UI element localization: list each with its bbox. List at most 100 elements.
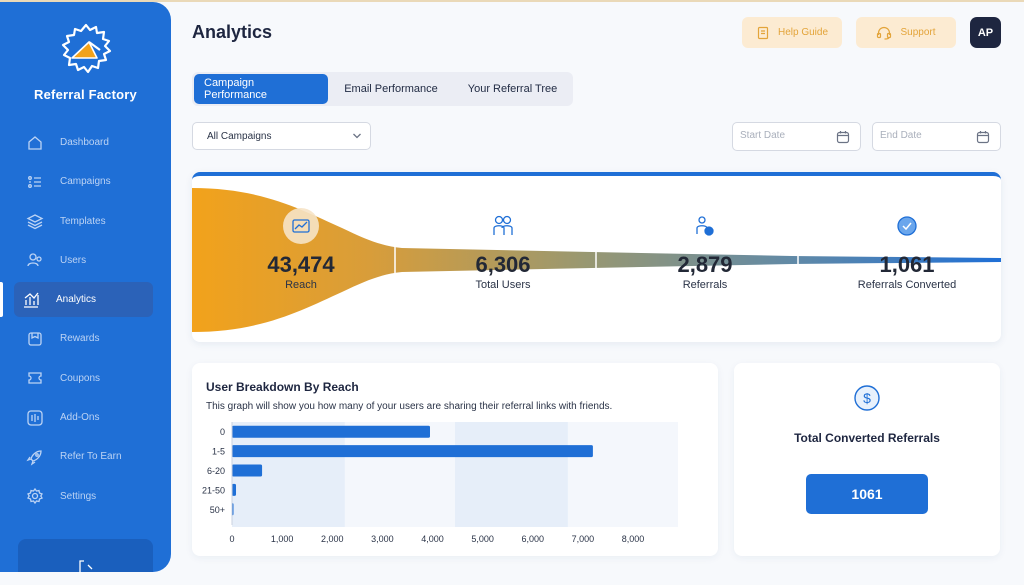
x-tick-label: 0	[229, 534, 234, 544]
users-icon	[489, 212, 517, 240]
tab-campaign-performance[interactable]: Campaign Performance	[194, 74, 328, 104]
start-date-input[interactable]	[740, 130, 830, 141]
logo-icon	[61, 23, 111, 74]
end-date-field[interactable]	[872, 122, 1001, 151]
tab-referral-tree[interactable]: Your Referral Tree	[467, 83, 558, 95]
y-tick-label: 50+	[210, 505, 225, 515]
start-date-field[interactable]	[732, 122, 861, 151]
x-tick-label: 7,000	[572, 534, 595, 544]
addons-icon	[27, 409, 43, 426]
sidebar-item-dashboard[interactable]: Dashboard	[18, 125, 153, 160]
campaign-select-value: All Campaigns	[207, 130, 272, 142]
headset-icon	[877, 26, 892, 40]
avatar[interactable]: AP	[970, 17, 1001, 48]
breakdown-title: User Breakdown By Reach	[206, 380, 359, 394]
funnel-value: 2,879	[677, 252, 733, 277]
funnel-value: 1,061	[879, 252, 935, 277]
sidebar-item-label: Refer To Earn	[60, 451, 122, 463]
bar-6-20	[232, 464, 263, 477]
logo[interactable]: Referral Factory	[0, 22, 171, 102]
y-tick-label: 21-50	[202, 485, 225, 495]
funnel-graphic	[192, 188, 1001, 332]
sidebar-item-label: Coupons	[60, 372, 101, 384]
tab-email-performance[interactable]: Email Performance	[344, 83, 438, 95]
chart-band	[455, 422, 568, 527]
sidebar-item-addons[interactable]: Add-Ons	[18, 400, 153, 435]
campaign-select[interactable]: All Campaigns	[192, 122, 371, 150]
end-date-input[interactable]	[880, 130, 970, 141]
sidebar-item-settings[interactable]: Settings	[18, 479, 153, 514]
support-label: Support	[900, 27, 936, 38]
sidebar-item-label: Dashboard	[60, 137, 109, 148]
user-breakdown-chart: 0 1-5 6-20 21-50 50+ 0 1,000 2,000 3,000 4,000 5,0…	[202, 422, 678, 544]
users-icon	[27, 253, 42, 267]
check-circle-icon	[893, 212, 921, 240]
sidebar-item-users[interactable]: Users	[18, 243, 153, 278]
x-tick-label: 2,000	[321, 534, 344, 544]
sidebar-nav: Dashboard Campaigns Templates Users Anal…	[0, 125, 171, 518]
x-tick-label: 5,000	[471, 534, 494, 544]
ticket-icon	[28, 372, 42, 384]
funnel-value: 43,474	[267, 252, 335, 277]
x-tick-label: 4,000	[421, 534, 444, 544]
sidebar-item-label: Rewards	[60, 333, 100, 345]
sidebar-item-label: Add-Ons	[60, 412, 100, 424]
converted-title: Total Converted Referrals	[794, 431, 940, 445]
sidebar-item-label: Users	[60, 254, 87, 266]
x-tick-label: 8,000	[622, 534, 645, 544]
sidebar-item-analytics[interactable]: Analytics	[0, 282, 153, 318]
x-tick-label: 1,000	[271, 534, 294, 544]
sidebar-item-refer-to-earn[interactable]: Refer To Earn	[18, 439, 153, 474]
funnel-divider	[394, 244, 799, 276]
tab-bar: Campaign Performance Email Performance Y…	[192, 72, 573, 106]
page-title: Analytics	[192, 22, 273, 42]
converted-referrals-card: $ Total Converted Referrals 1061	[734, 363, 1000, 556]
chart-icon	[283, 208, 319, 244]
funnel-label: Reach	[285, 279, 317, 291]
bar-1-5	[232, 445, 593, 458]
y-tick-label: 1-5	[212, 447, 225, 457]
help-guide-button[interactable]: Help Guide	[742, 17, 842, 48]
home-icon	[28, 135, 42, 150]
sidebar-item-coupons[interactable]: Coupons	[18, 361, 153, 396]
svg-text:$: $	[863, 390, 871, 406]
analytics-icon	[24, 292, 39, 308]
bar-21-50	[232, 483, 237, 496]
sidebar-item-label: Settings	[60, 490, 97, 502]
funnel-label: Referrals Converted	[857, 279, 957, 291]
calendar-icon[interactable]	[976, 130, 990, 144]
sidebar-item-label: Templates	[60, 215, 106, 227]
help-guide-label: Help Guide	[777, 27, 829, 38]
funnel-card: 43,474 Reach 6,306 Total Users 2,879 Ref…	[192, 172, 1001, 342]
gift-icon	[28, 332, 42, 346]
bar-0	[232, 425, 430, 438]
logout-icon	[79, 560, 93, 573]
sidebar-item-rewards[interactable]: Rewards	[18, 321, 153, 356]
calendar-icon[interactable]	[836, 130, 850, 144]
brand-name: Referral Factory	[34, 87, 137, 102]
logout-button[interactable]	[18, 539, 153, 573]
chevron-down-icon	[353, 133, 361, 139]
sidebar-item-label: Campaigns	[60, 176, 111, 188]
book-icon	[757, 26, 769, 39]
sidebar: Referral Factory Dashboard Campaigns Tem…	[0, 2, 171, 573]
dollar-icon: $	[854, 385, 880, 411]
gear-icon	[27, 488, 43, 505]
funnel-label: Referrals	[682, 279, 728, 291]
x-tick-label: 6,000	[521, 534, 544, 544]
sidebar-item-campaigns[interactable]: Campaigns	[18, 164, 153, 199]
support-button[interactable]: Support	[856, 17, 956, 48]
referral-icon	[691, 212, 719, 240]
y-tick-label: 0	[220, 427, 225, 437]
campaigns-icon	[28, 175, 41, 188]
layers-icon	[26, 214, 44, 230]
breakdown-subtitle: This graph will show you how many of you…	[206, 401, 613, 412]
user-breakdown-card: User Breakdown By Reach This graph will …	[192, 363, 718, 556]
sidebar-item-templates[interactable]: Templates	[18, 204, 153, 239]
funnel-label: Total Users	[475, 279, 531, 291]
y-tick-label: 6-20	[207, 466, 225, 476]
rocket-icon	[26, 450, 42, 466]
sidebar-item-label: Analytics	[56, 294, 97, 306]
converted-value-button[interactable]: 1061	[806, 474, 928, 514]
